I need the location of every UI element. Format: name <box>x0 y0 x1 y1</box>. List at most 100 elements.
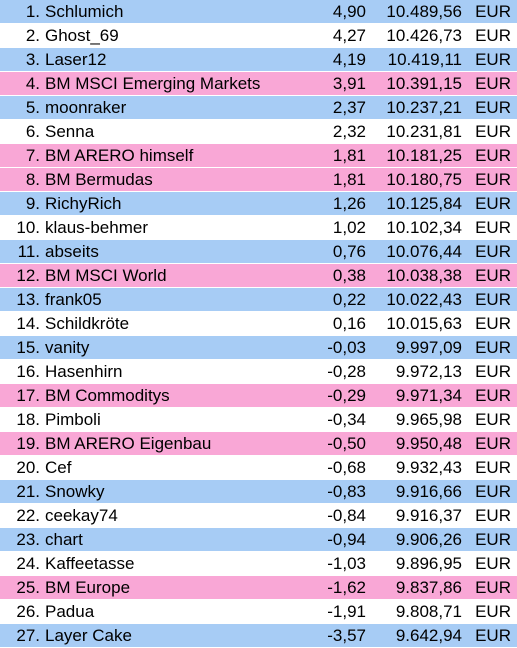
percent-change-cell: 1,81 <box>310 143 366 168</box>
currency-cell: EUR <box>462 23 517 48</box>
percent-change-cell: -0,84 <box>310 503 366 528</box>
currency-cell: EUR <box>462 119 517 144</box>
rank-cell: 9. <box>0 191 40 216</box>
percent-change-cell: -0,94 <box>310 527 366 552</box>
table-row: 16. Hasenhirn -0,28 9.972,13 EUR <box>0 359 517 384</box>
table-row: 1. Schlumich 4,90 10.489,56 EUR <box>0 0 517 24</box>
portfolio-value-cell: 9.997,09 <box>366 335 462 360</box>
table-row: 9. RichyRich 1,26 10.125,84 EUR <box>0 191 517 216</box>
portfolio-value-cell: 9.808,71 <box>366 599 462 624</box>
percent-change-cell: -0,34 <box>310 407 366 432</box>
currency-cell: EUR <box>462 623 517 648</box>
rank-cell: 24. <box>0 551 40 576</box>
table-row: 6. Senna 2,32 10.231,81 EUR <box>0 119 517 144</box>
name-cell: moonraker <box>40 95 310 120</box>
portfolio-value-cell: 10.022,43 <box>366 287 462 312</box>
currency-cell: EUR <box>462 143 517 168</box>
percent-change-cell: -0,50 <box>310 431 366 456</box>
table-row: 25. BM Europe -1,62 9.837,86 EUR <box>0 575 517 600</box>
rank-cell: 22. <box>0 503 40 528</box>
rank-cell: 10. <box>0 215 40 240</box>
name-cell: Padua <box>40 599 310 624</box>
name-cell: abseits <box>40 239 310 264</box>
table-row: 2. Ghost_69 4,27 10.426,73 EUR <box>0 23 517 48</box>
name-cell: vanity <box>40 335 310 360</box>
portfolio-value-cell: 10.181,25 <box>366 143 462 168</box>
currency-cell: EUR <box>462 71 517 96</box>
percent-change-cell: 1,02 <box>310 215 366 240</box>
rank-cell: 27. <box>0 623 40 648</box>
table-row: 3. Laser12 4,19 10.419,11 EUR <box>0 47 517 72</box>
portfolio-value-cell: 9.642,94 <box>366 623 462 648</box>
name-cell: BM Europe <box>40 575 310 600</box>
portfolio-value-cell: 9.965,98 <box>366 407 462 432</box>
table-row: 20. Cef -0,68 9.932,43 EUR <box>0 455 517 480</box>
portfolio-value-cell: 10.419,11 <box>366 47 462 72</box>
portfolio-value-cell: 9.972,13 <box>366 359 462 384</box>
portfolio-value-cell: 10.489,56 <box>366 0 462 24</box>
rank-cell: 7. <box>0 143 40 168</box>
name-cell: RichyRich <box>40 191 310 216</box>
name-cell: Laser12 <box>40 47 310 72</box>
percent-change-cell: -0,83 <box>310 479 366 504</box>
name-cell: Cef <box>40 455 310 480</box>
rank-cell: 4. <box>0 71 40 96</box>
portfolio-value-cell: 9.932,43 <box>366 455 462 480</box>
percent-change-cell: 0,22 <box>310 287 366 312</box>
rank-cell: 23. <box>0 527 40 552</box>
percent-change-cell: 4,90 <box>310 0 366 24</box>
table-row: 19. BM ARERO Eigenbau -0,50 9.950,48 EUR <box>0 431 517 456</box>
currency-cell: EUR <box>462 0 517 24</box>
percent-change-cell: 3,91 <box>310 71 366 96</box>
rank-cell: 5. <box>0 95 40 120</box>
percent-change-cell: 4,19 <box>310 47 366 72</box>
percent-change-cell: 0,76 <box>310 239 366 264</box>
percent-change-cell: -0,03 <box>310 335 366 360</box>
table-row: 13. frank05 0,22 10.022,43 EUR <box>0 287 517 312</box>
currency-cell: EUR <box>462 95 517 120</box>
name-cell: klaus-behmer <box>40 215 310 240</box>
rank-cell: 3. <box>0 47 40 72</box>
portfolio-value-cell: 10.391,15 <box>366 71 462 96</box>
rank-cell: 15. <box>0 335 40 360</box>
table-row: 26. Padua -1,91 9.808,71 EUR <box>0 599 517 624</box>
name-cell: BM MSCI Emerging Markets <box>40 71 310 96</box>
rank-cell: 21. <box>0 479 40 504</box>
table-row: 7. BM ARERO himself 1,81 10.181,25 EUR <box>0 143 517 168</box>
currency-cell: EUR <box>462 527 517 552</box>
portfolio-value-cell: 9.906,26 <box>366 527 462 552</box>
table-row: 10. klaus-behmer 1,02 10.102,34 EUR <box>0 215 517 240</box>
portfolio-value-cell: 9.950,48 <box>366 431 462 456</box>
rank-cell: 18. <box>0 407 40 432</box>
rank-cell: 1. <box>0 0 40 24</box>
currency-cell: EUR <box>462 551 517 576</box>
name-cell: Schlumich <box>40 0 310 24</box>
percent-change-cell: -1,62 <box>310 575 366 600</box>
percent-change-cell: 2,37 <box>310 95 366 120</box>
currency-cell: EUR <box>462 239 517 264</box>
table-row: 18. Pimboli -0,34 9.965,98 EUR <box>0 407 517 432</box>
rank-cell: 25. <box>0 575 40 600</box>
currency-cell: EUR <box>462 383 517 408</box>
portfolio-value-cell: 10.426,73 <box>366 23 462 48</box>
table-row: 24. Kaffeetasse -1,03 9.896,95 EUR <box>0 551 517 576</box>
rank-cell: 6. <box>0 119 40 144</box>
currency-cell: EUR <box>462 359 517 384</box>
currency-cell: EUR <box>462 503 517 528</box>
percent-change-cell: 0,16 <box>310 311 366 336</box>
rank-cell: 13. <box>0 287 40 312</box>
portfolio-value-cell: 10.125,84 <box>366 191 462 216</box>
currency-cell: EUR <box>462 479 517 504</box>
portfolio-value-cell: 10.237,21 <box>366 95 462 120</box>
name-cell: Snowky <box>40 479 310 504</box>
portfolio-value-cell: 9.916,37 <box>366 503 462 528</box>
rank-cell: 16. <box>0 359 40 384</box>
rank-cell: 2. <box>0 23 40 48</box>
currency-cell: EUR <box>462 311 517 336</box>
portfolio-value-cell: 10.180,75 <box>366 167 462 192</box>
currency-cell: EUR <box>462 431 517 456</box>
table-row: 14. Schildkröte 0,16 10.015,63 EUR <box>0 311 517 336</box>
name-cell: ceekay74 <box>40 503 310 528</box>
currency-cell: EUR <box>462 407 517 432</box>
